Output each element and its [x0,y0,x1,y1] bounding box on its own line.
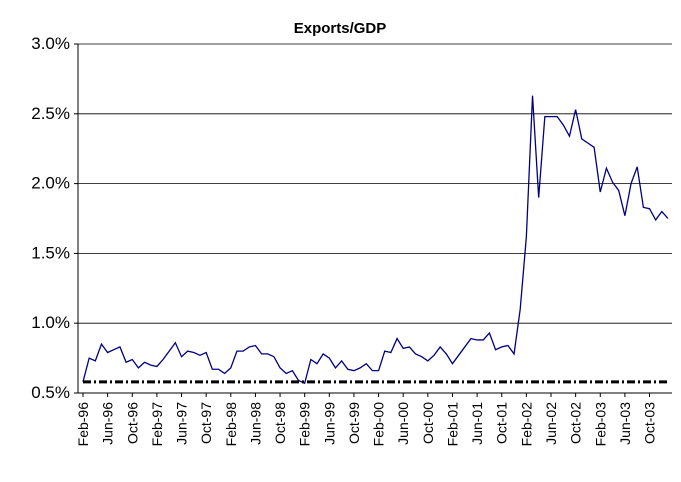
x-tick-label: Oct-00 [420,402,436,444]
x-tick-label: Oct-01 [494,402,510,444]
y-tick-label: 2.0% [31,174,70,193]
x-tick-label: Jun-03 [617,402,633,445]
y-tick-label: 3.0% [31,34,70,53]
x-tick-label: Oct-02 [568,402,584,444]
x-tick-label: Oct-97 [198,402,214,444]
x-tick-label: Feb-98 [223,402,239,447]
x-tick-label: Jun-97 [174,402,190,445]
x-tick-label: Feb-96 [75,402,91,447]
y-tick-label: 0.5% [31,383,70,402]
x-tick-label: Feb-00 [371,402,387,447]
x-tick-label: Jun-99 [321,402,337,445]
x-tick-label: Oct-99 [346,402,362,444]
x-tick-label: Jun-00 [395,402,411,445]
x-tick-label: Feb-97 [149,402,165,447]
x-tick-label: Feb-03 [592,402,608,447]
x-tick-label: Feb-01 [444,402,460,447]
x-tick-label: Oct-03 [642,402,658,444]
x-tick-label: Jun-02 [543,402,559,445]
data-line [82,95,669,385]
x-tick-label: Jun-01 [469,402,485,445]
x-tick-label: Jun-96 [100,402,116,445]
chart-title: Exports/GDP [294,20,387,37]
x-tick-label: Oct-98 [272,402,288,444]
x-tick-label: Oct-96 [124,402,140,444]
y-tick-label: 1.0% [31,313,70,332]
y-tick-label: 2.5% [31,104,70,123]
x-tick-label: Jun-98 [247,402,263,445]
x-tick-label: Feb-02 [518,402,534,447]
x-tick-label: Feb-99 [297,402,313,447]
y-tick-label: 1.5% [31,243,70,262]
